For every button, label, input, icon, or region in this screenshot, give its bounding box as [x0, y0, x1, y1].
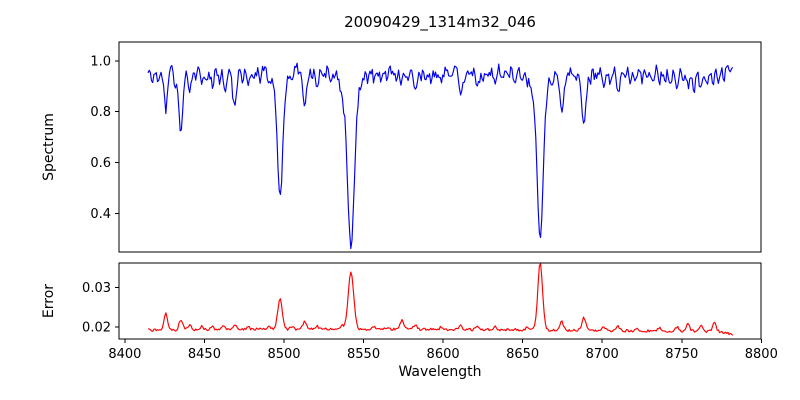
spectrum-panel [118, 41, 762, 253]
spectrum-y-tick-label: 1.0 [90, 54, 111, 69]
x-tick-label: 8550 [347, 347, 380, 362]
spectrum-y-tick-label: 0.4 [90, 207, 111, 222]
error-y-tick-label: 0.02 [82, 321, 111, 336]
spectrum-line [147, 62, 734, 250]
x-axis-label: Wavelength [398, 364, 482, 380]
error-y-tick-label: 0.03 [82, 281, 111, 296]
error-line [147, 263, 734, 336]
spectrum-y-tick-label: 0.6 [90, 156, 111, 171]
x-tick-label: 8700 [586, 347, 619, 362]
x-tick-label: 8600 [427, 347, 460, 362]
spectrum-y-tick-label: 0.8 [90, 105, 111, 120]
x-tick-label: 8750 [665, 347, 698, 362]
chart-title: 20090429_1314m32_046 [344, 13, 536, 31]
x-tick-label: 8650 [506, 347, 539, 362]
x-tick-label: 8400 [108, 347, 141, 362]
x-tick-label: 8800 [745, 347, 778, 362]
error-panel [118, 262, 762, 340]
x-tick-label: 8500 [267, 347, 300, 362]
x-tick-label: 8450 [188, 347, 221, 362]
